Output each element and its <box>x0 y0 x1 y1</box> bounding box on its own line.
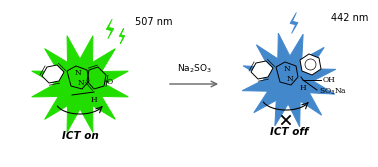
Text: 507 nm: 507 nm <box>135 17 172 27</box>
Text: ICT off: ICT off <box>270 127 308 137</box>
Polygon shape <box>300 54 321 75</box>
Polygon shape <box>119 29 125 43</box>
Text: H: H <box>91 96 97 104</box>
Text: N: N <box>74 69 81 77</box>
Polygon shape <box>106 19 114 39</box>
Text: N: N <box>284 65 290 73</box>
Polygon shape <box>42 65 64 83</box>
Polygon shape <box>290 13 298 34</box>
Text: 442 nm: 442 nm <box>331 13 369 23</box>
Text: H: H <box>300 84 306 92</box>
Text: N: N <box>77 79 84 87</box>
Text: O: O <box>107 78 113 86</box>
Text: OH: OH <box>323 76 336 84</box>
Polygon shape <box>242 33 336 127</box>
Polygon shape <box>251 61 273 79</box>
Text: Na$_2$SO$_3$: Na$_2$SO$_3$ <box>177 62 211 75</box>
Text: N: N <box>287 75 293 83</box>
Polygon shape <box>32 36 128 132</box>
Text: SO$_3$Na: SO$_3$Na <box>319 87 347 97</box>
Text: ICT on: ICT on <box>62 131 98 141</box>
